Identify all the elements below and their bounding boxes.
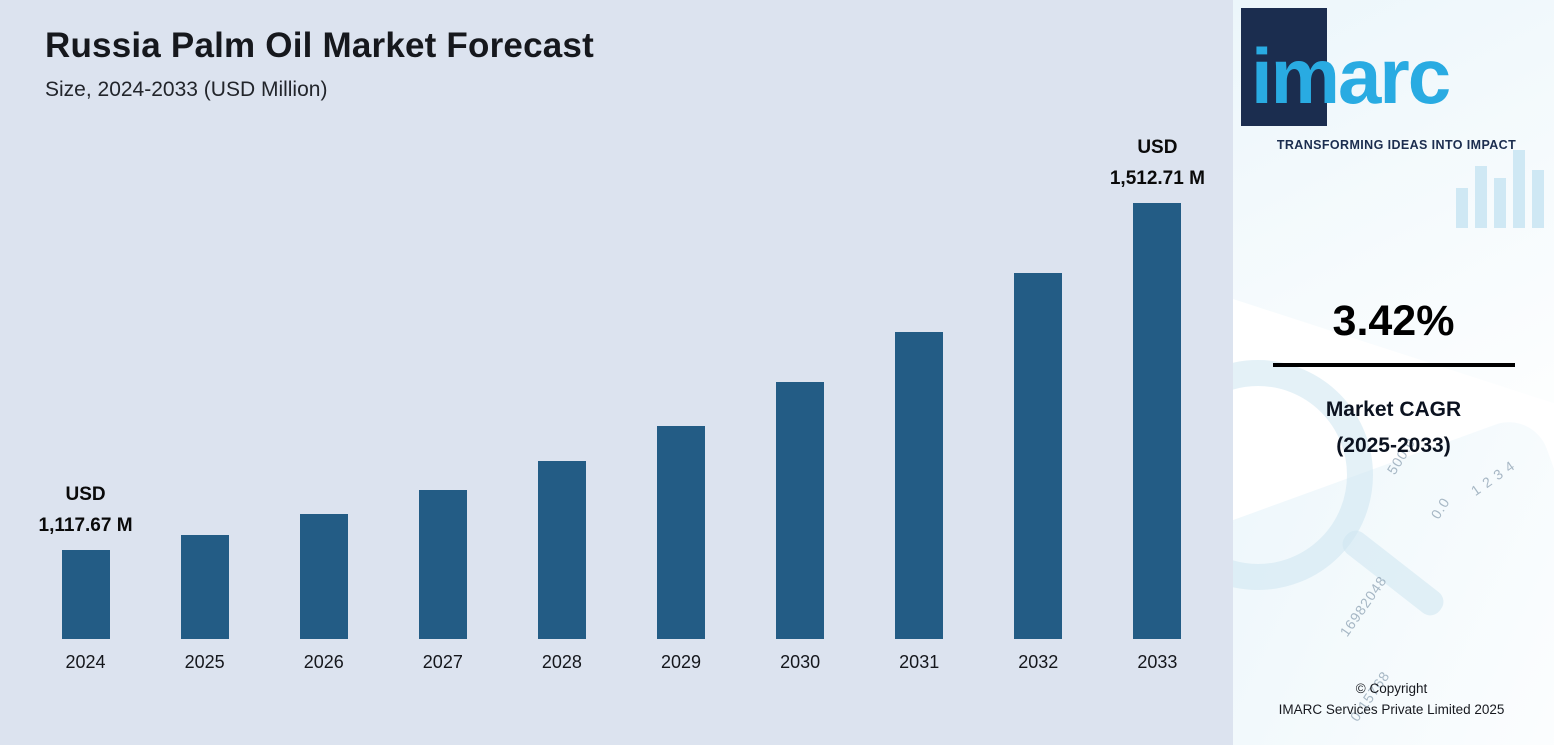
logo-tagline: TRANSFORMING IDEAS INTO IMPACT [1276,138,1517,152]
bar-column-2025: 2025 [145,535,264,673]
chart-area: Russia Palm Oil Market Forecast Size, 20… [0,0,1233,745]
copyright-notice: © Copyright IMARC Services Private Limit… [1241,679,1542,721]
bar-value-label-2033: USD 1,512.71 M [1109,137,1205,189]
x-axis-label-2026: 2026 [303,652,344,672]
chart-header: Russia Palm Oil Market Forecast Size, 20… [45,26,594,102]
bar-2033 [1133,203,1182,639]
cagr-underline [1272,363,1515,367]
decorative-number: 0.0 [1427,494,1453,522]
x-axis-label-2028: 2028 [541,652,582,672]
chart-title: Russia Palm Oil Market Forecast [45,26,594,65]
bar-column-2024: USD 1,117.67 M 2024 [26,480,145,673]
bar-column-2026: 2026 [264,514,383,673]
bar-chart: USD 1,117.67 M 2024 2025 2026 2027 2028 2029 203… [26,0,1217,673]
imarc-logo: imarc TRANSFORMING IDEAS INTO IMPACT [1239,8,1548,168]
x-axis-label-2027: 2027 [422,652,463,672]
x-axis-label-2029: 2029 [660,652,702,672]
bar-column-2031: 2031 [860,332,979,673]
copyright-line1: © Copyright [1355,681,1428,697]
bar-2028 [537,461,586,639]
bar-2026 [299,514,348,639]
logo-wordmark: imarc [1251,32,1451,120]
decorative-number: 1 2 3 4 [1467,457,1518,499]
x-axis-label-2030: 2030 [780,652,821,672]
cagr-label-line1: Market CAGR [1325,398,1462,421]
decorative-number: 16982048 [1336,572,1390,640]
magnifier-handle-icon [1337,525,1449,621]
x-axis-label-2033: 2033 [1137,652,1178,672]
cagr-value: 3.42% [1332,297,1455,345]
bar-2031 [895,332,944,639]
x-axis-label-2024: 2024 [65,652,106,672]
bar-2024 [61,550,110,639]
bar-2025 [180,535,229,639]
x-axis-label-2025: 2025 [184,652,225,672]
x-axis-label-2031: 2031 [899,652,940,672]
bar-column-2028: 2028 [502,461,621,673]
bar-column-2032: 2032 [979,273,1098,673]
bar-column-2027: 2027 [383,490,502,673]
bar-2032 [1014,273,1063,639]
bar-2029 [657,426,706,639]
bar-column-2029: 2029 [621,426,740,673]
cagr-label-line2: (2025-2033) [1336,433,1451,457]
bar-column-2030: 2030 [741,382,860,673]
chart-subtitle: Size, 2024-2033 (USD Million) [45,78,328,101]
x-axis-label-2032: 2032 [1018,652,1059,672]
copyright-line2: IMARC Services Private Limited 2025 [1278,702,1505,718]
bar-2030 [776,382,825,639]
cagr-block: 3.42% Market CAGR (2025-2033) [1251,297,1536,463]
logo-navy-block [1241,8,1327,126]
brand-panel: 500.0 0.0 1 2 3 4 16982048 0.15768 imarc… [1233,0,1554,745]
bar-2027 [418,490,467,639]
bar-column-2033: USD 1,512.71 M 2033 [1098,133,1217,673]
bar-value-label-2024: USD 1,117.67 M [38,484,133,536]
